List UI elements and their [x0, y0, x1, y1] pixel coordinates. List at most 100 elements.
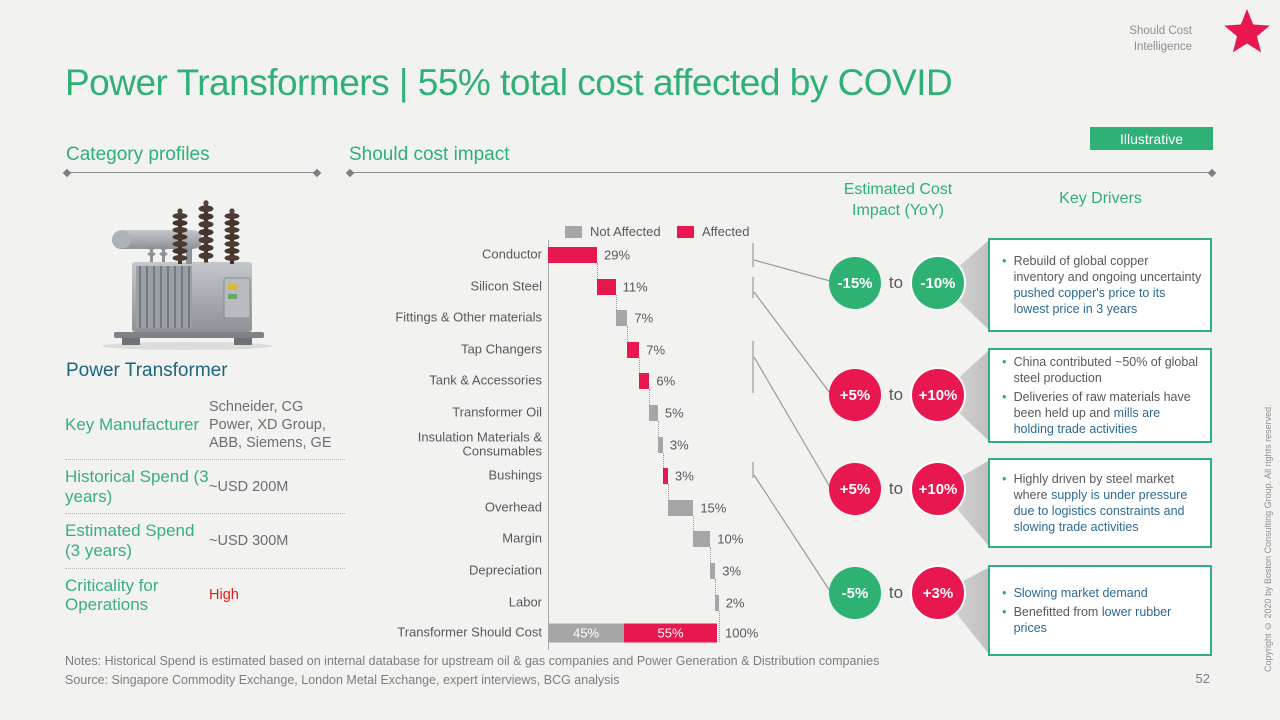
chart-axis	[548, 240, 549, 650]
attribute-label: Estimated Spend (3 years)	[65, 521, 195, 561]
left-section-heading: Category profiles	[66, 144, 210, 165]
impact-to-label: to	[888, 583, 904, 602]
footnotes: Notes: Historical Spend is estimated bas…	[65, 652, 879, 690]
chart-value-label: 10%	[717, 531, 744, 547]
attribute-label: Key Manufacturer	[65, 415, 200, 435]
legend-swatch-pink	[677, 225, 694, 238]
eyebrow-text: Should Cost Intelligence	[1129, 24, 1192, 55]
impact-circle-low: -15%	[829, 257, 881, 309]
impact-to-label: to	[888, 385, 904, 404]
connector-line	[753, 259, 831, 282]
chart-category-label: Overhead	[484, 499, 542, 515]
attribute-value: ~USD 300M	[209, 532, 289, 549]
chart-section-heading: Should cost impact	[349, 144, 510, 165]
bullet-icon: •	[1002, 253, 1007, 268]
key-driver-box: • Slowing market demand • Benefitted from l…	[988, 565, 1212, 656]
bullet-icon: •	[1002, 471, 1007, 486]
chart-category-label: Fittings & Other materials	[395, 309, 542, 325]
chart-value-label: 3%	[722, 563, 742, 579]
driver-bullet: • China contributed ~50% of global steel …	[1000, 354, 1202, 386]
chart-bar	[662, 468, 668, 485]
bullet-icon: •	[1002, 354, 1007, 369]
illustrative-badge: Illustrative	[1090, 127, 1213, 150]
chart-bar	[667, 499, 694, 516]
chart-category-label: Labor	[508, 594, 542, 610]
driver-text-segment: Slowing market demand	[1013, 585, 1148, 600]
total-segment-label: 55%	[657, 625, 684, 641]
attribute-label: Criticality for Operations	[65, 575, 159, 615]
driver-text-segment: Benefitted from	[1013, 605, 1102, 620]
chart-bar	[693, 531, 711, 548]
drivers-column-header: Key Drivers	[1059, 190, 1142, 207]
page-number: 52	[1195, 671, 1210, 686]
chart-value-label: 100%	[725, 625, 759, 641]
chart-category-label: Tap Changers	[461, 341, 542, 357]
chart-category-label: Bushings	[488, 467, 542, 483]
impact-circle-low: +5%	[829, 369, 881, 421]
chart-category-label: Silicon Steel	[470, 278, 542, 294]
driver-bullet-text: Slowing market demand	[1014, 585, 1202, 601]
driver-bullet-text: Rebuild of global copper inventory and o…	[1014, 253, 1202, 317]
bullet-icon: •	[1002, 604, 1007, 620]
copyright-text: Copyright © 2020 by Boston Consulting Gr…	[1263, 404, 1273, 672]
chart-bar	[649, 405, 658, 421]
connector-line	[753, 291, 831, 394]
driver-bullet-text: China contributed ~50% of global steel p…	[1014, 354, 1202, 386]
chart-value-label: 15%	[700, 500, 727, 516]
impact-to-label: to	[888, 273, 904, 292]
driver-text-segment: supply is under pressure due to logistic…	[1013, 488, 1188, 534]
key-driver-box: • Rebuild of global copper inventory and …	[988, 238, 1212, 332]
chart-category-label: Insulation Materials & Consumables	[417, 429, 542, 459]
chart-value-label: 2%	[725, 595, 745, 611]
impact-circle-high: +10%	[910, 367, 966, 423]
profile-row-manufacturer: Key Manufacturer Schneider, CG Power, XD…	[65, 391, 345, 461]
key-driver-box: • Highly driven by steel market where sup…	[988, 458, 1212, 548]
chart-bar	[597, 278, 616, 295]
chart-category-label: Conductor	[482, 246, 542, 262]
chart-category-label: Depreciation	[469, 562, 542, 578]
driver-text-segment: Rebuild of global copper inventory and o…	[1013, 254, 1202, 284]
chart-value-label: 29%	[604, 247, 631, 263]
chart-value-label: 7%	[646, 342, 666, 358]
impact-circle-high: +3%	[910, 565, 966, 621]
legend-not-affected: Not Affected	[565, 224, 661, 239]
attribute-value: Schneider, CG Power, XD Group, ABB, Siem…	[209, 399, 332, 452]
chart-value-label: 11%	[622, 279, 648, 295]
impact-to-label: to	[888, 479, 904, 498]
source-line: Source: Singapore Commodity Exchange, Lo…	[65, 672, 620, 687]
chart-bar	[710, 563, 716, 579]
attribute-label: Historical Spend (3 years)	[65, 467, 209, 506]
chart-value-label: 7%	[634, 310, 654, 326]
driver-bullet: • Rebuild of global copper inventory and …	[1000, 253, 1202, 317]
profile-table: Key Manufacturer Schneider, CG Power, XD…	[65, 391, 345, 622]
connector-line	[753, 474, 831, 592]
driver-bullet: • Benefitted from lower rubber prices	[1000, 604, 1202, 636]
waterfall-connector	[718, 610, 720, 643]
profile-row-historical-spend: Historical Spend (3 years) ~USD 200M	[65, 460, 345, 515]
driver-text-segment: Deliveries of raw materials have been he…	[1013, 390, 1191, 420]
chart-category-label: Transformer Oil	[452, 404, 542, 420]
notes-line: Notes: Historical Spend is estimated bas…	[65, 654, 880, 668]
bullet-icon: •	[1002, 389, 1007, 404]
chart-bar	[548, 247, 597, 263]
profile-row-criticality: Criticality for Operations High	[65, 569, 345, 622]
driver-bullet-text: Deliveries of raw materials have been he…	[1014, 389, 1202, 437]
chart-value-label: 5%	[664, 405, 684, 421]
driver-text-segment: lower rubber prices	[1013, 605, 1172, 636]
left-heading-rule	[66, 172, 318, 173]
legend-affected: Affected	[677, 224, 749, 239]
page-title: Power Transformers | 55% total cost affe…	[65, 62, 953, 103]
chart-bar	[715, 594, 719, 611]
impact-circle-low: -5%	[829, 567, 881, 619]
legend-label: Not Affected	[590, 224, 661, 239]
bcg-star-logo-icon	[1224, 9, 1270, 53]
eyebrow-line2: Intelligence	[1133, 40, 1192, 53]
impact-circle-low: +5%	[829, 463, 881, 515]
chart-value-label: 6%	[656, 373, 676, 389]
driver-text-segment: Highly driven by steel market where	[1013, 472, 1175, 502]
total-segment-label: 45%	[573, 625, 600, 641]
bullet-icon: •	[1002, 584, 1007, 600]
impact-circle-high: +10%	[910, 461, 966, 517]
impact-circle-high: -10%	[910, 255, 966, 311]
product-name: Power Transformer	[66, 360, 228, 381]
